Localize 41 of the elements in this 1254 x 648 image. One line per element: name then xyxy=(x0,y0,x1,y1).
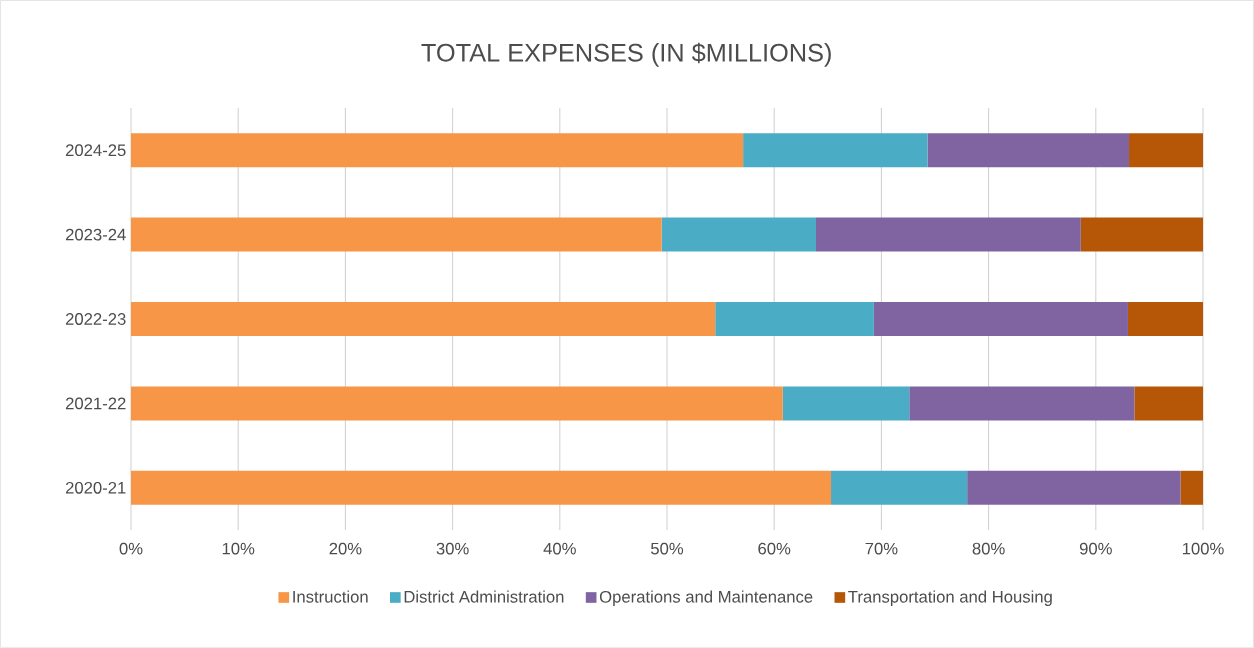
bar xyxy=(873,301,1128,336)
chart-title: TOTAL EXPENSES (IN $MILLIONS) xyxy=(421,42,831,67)
y-tick-label: 2020-21 xyxy=(65,481,126,494)
bar xyxy=(131,133,744,168)
y-tick-label: 2024-25 xyxy=(65,144,126,157)
legend-label: Instruction xyxy=(293,590,368,603)
y-tick-label: 2022-23 xyxy=(65,313,126,325)
bar xyxy=(831,470,968,505)
x-tick-label: 0% xyxy=(119,542,143,555)
bar xyxy=(743,133,928,168)
bar xyxy=(715,301,874,336)
bar xyxy=(1080,217,1203,252)
y-tick-label: 2023-24 xyxy=(65,228,126,241)
bar xyxy=(1180,470,1203,505)
x-tick-label: 90% xyxy=(1079,542,1112,555)
bar xyxy=(782,386,910,421)
y-tick-label: 2021-22 xyxy=(65,397,126,410)
bar xyxy=(909,386,1135,421)
x-tick-label: 10% xyxy=(222,542,255,555)
x-tick-label: 80% xyxy=(972,542,1005,555)
bar xyxy=(1127,301,1203,336)
bar xyxy=(967,470,1181,505)
bar xyxy=(131,470,832,505)
legend-label: Operations and Maintenance xyxy=(599,590,813,606)
bar xyxy=(131,386,783,421)
x-tick-label: 100% xyxy=(1182,542,1224,555)
bar xyxy=(927,133,1130,168)
bar xyxy=(661,217,817,252)
bar xyxy=(1129,133,1203,168)
legend-label: Transportation and Housing xyxy=(848,590,1052,606)
x-tick-label: 70% xyxy=(865,542,898,555)
bar xyxy=(1134,386,1203,421)
x-tick-label: 60% xyxy=(758,542,791,555)
bar xyxy=(131,301,716,336)
legend-label: District Administration xyxy=(404,590,564,603)
x-tick-label: 30% xyxy=(436,542,469,555)
x-tick-label: 50% xyxy=(650,542,684,555)
x-tick-label: 20% xyxy=(329,542,362,555)
x-tick-label: 40% xyxy=(543,542,576,555)
bar xyxy=(131,217,662,252)
bar xyxy=(816,217,1081,252)
